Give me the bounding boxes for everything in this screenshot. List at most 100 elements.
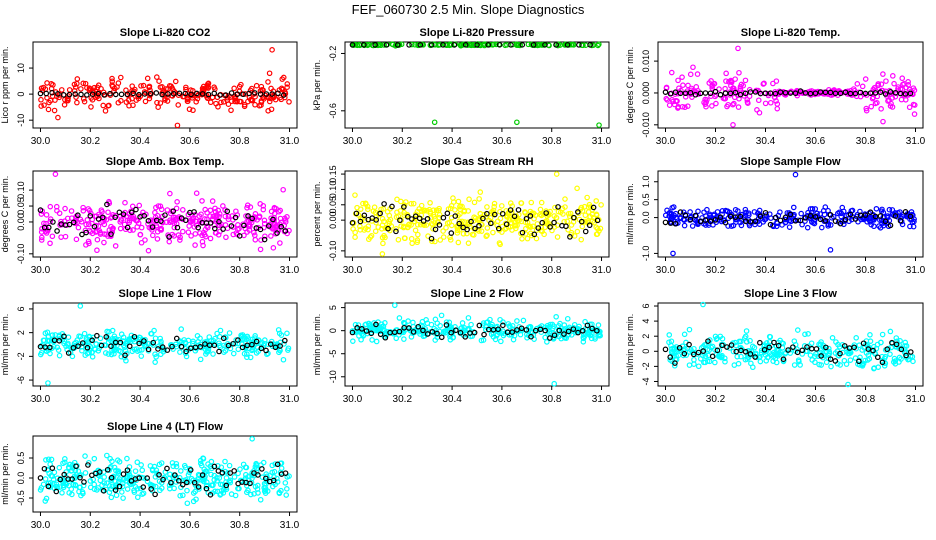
data-point-box_temp bbox=[189, 216, 196, 222]
data-point-rh bbox=[409, 240, 415, 247]
reference-point-line3 bbox=[879, 359, 886, 366]
outlier-point-pressure bbox=[514, 119, 520, 126]
reference-point-rh bbox=[484, 210, 490, 217]
data-point-sample_flow bbox=[752, 221, 758, 228]
data-point-line4 bbox=[236, 485, 242, 492]
data-point-line1 bbox=[52, 332, 59, 338]
reference-point-sample_flow bbox=[772, 214, 779, 221]
reference-point-box_temp bbox=[241, 222, 247, 229]
data-point-line4 bbox=[104, 452, 110, 459]
panel-frame-rh bbox=[344, 170, 610, 258]
reference-point-line1 bbox=[183, 348, 189, 355]
reference-point-line3 bbox=[771, 339, 777, 346]
data-point-line1 bbox=[276, 349, 282, 356]
data-point-box_temp bbox=[174, 199, 180, 205]
reference-point-line1 bbox=[56, 337, 63, 344]
reference-point-line2 bbox=[514, 327, 520, 333]
data-point-temp bbox=[685, 82, 691, 89]
y-tick-label-box_temp: 0.10 bbox=[16, 181, 26, 199]
data-point-temp bbox=[708, 78, 714, 84]
reference-point-rh bbox=[567, 234, 573, 240]
data-point-line1 bbox=[239, 341, 245, 348]
data-point-line4 bbox=[170, 463, 177, 470]
data-point-pressure bbox=[377, 42, 384, 49]
data-point-co2 bbox=[170, 87, 176, 93]
reference-point-rh bbox=[547, 224, 553, 230]
reference-point-box_temp bbox=[87, 213, 94, 219]
y-tick-label-line3: -4 bbox=[641, 377, 651, 385]
data-point-line4 bbox=[282, 480, 289, 486]
x-tick-label-line4: 30.4 bbox=[130, 520, 150, 531]
data-point-line3 bbox=[813, 351, 819, 357]
reference-point-temp bbox=[892, 89, 899, 96]
data-point-line1 bbox=[247, 354, 254, 361]
data-point-line4 bbox=[269, 462, 276, 469]
data-point-rh bbox=[370, 208, 377, 214]
reference-point-line1 bbox=[84, 344, 91, 351]
data-point-line3 bbox=[737, 344, 744, 351]
data-point-box_temp bbox=[251, 229, 257, 236]
reference-point-rh bbox=[385, 225, 391, 232]
reference-point-co2 bbox=[176, 90, 183, 97]
reference-point-box_temp bbox=[228, 223, 235, 229]
y-tick-label-rh: 0.15 bbox=[328, 165, 338, 183]
points-pressure bbox=[349, 41, 602, 128]
data-point-rh bbox=[408, 200, 414, 207]
data-point-box_temp bbox=[43, 212, 50, 218]
data-point-sample_flow bbox=[782, 219, 789, 226]
data-point-box_temp bbox=[225, 213, 232, 220]
reference-point-rh bbox=[511, 213, 518, 220]
data-point-co2 bbox=[147, 87, 153, 93]
data-point-line3 bbox=[818, 339, 824, 345]
panel-title-co2: Slope Li-820 CO2 bbox=[120, 27, 210, 39]
x-tick-label-pressure: 30.4 bbox=[442, 136, 462, 147]
data-point-line1 bbox=[55, 347, 62, 353]
reference-point-line1 bbox=[108, 343, 114, 349]
data-point-temp bbox=[713, 100, 719, 107]
reference-point-line4 bbox=[183, 479, 190, 486]
reference-point-pressure bbox=[508, 42, 514, 48]
reference-point-box_temp bbox=[120, 211, 127, 217]
data-point-line4 bbox=[60, 484, 67, 491]
data-point-rh bbox=[364, 203, 371, 210]
data-point-rh bbox=[593, 224, 599, 231]
reference-point-line2 bbox=[382, 334, 389, 341]
panel-ylabel-co2: Lico r ppm per min. bbox=[0, 46, 10, 123]
reference-point-sample_flow bbox=[902, 208, 909, 215]
data-point-co2 bbox=[142, 98, 149, 105]
data-point-box_temp bbox=[121, 221, 128, 228]
data-point-rh bbox=[553, 214, 560, 221]
data-point-box_temp bbox=[200, 242, 206, 249]
reference-point-line2 bbox=[410, 329, 417, 335]
reference-point-line3 bbox=[719, 342, 725, 349]
data-point-box_temp bbox=[244, 204, 250, 211]
reference-point-co2 bbox=[188, 91, 194, 98]
data-point-rh bbox=[543, 208, 549, 214]
data-point-rh bbox=[379, 222, 386, 228]
data-point-line1 bbox=[280, 356, 287, 363]
reference-point-line1 bbox=[47, 344, 53, 351]
data-point-box_temp bbox=[277, 207, 284, 214]
data-point-sample_flow bbox=[841, 221, 847, 228]
data-point-box_temp bbox=[268, 233, 274, 239]
data-point-co2 bbox=[44, 80, 50, 86]
data-point-line3 bbox=[860, 360, 867, 367]
data-point-box_temp bbox=[101, 221, 108, 228]
data-point-box_temp bbox=[75, 224, 82, 231]
data-point-line1 bbox=[214, 330, 220, 337]
data-point-line4 bbox=[278, 465, 285, 472]
data-point-pressure bbox=[490, 41, 497, 48]
data-point-box_temp bbox=[190, 214, 197, 221]
data-point-box_temp bbox=[282, 217, 289, 223]
data-point-box_temp bbox=[222, 213, 229, 220]
data-point-line2 bbox=[585, 331, 592, 337]
data-point-line4 bbox=[79, 489, 86, 495]
data-point-rh bbox=[436, 205, 442, 212]
data-point-co2 bbox=[74, 80, 80, 87]
data-point-rh bbox=[538, 199, 545, 206]
data-point-line4 bbox=[104, 480, 110, 486]
data-point-line4 bbox=[226, 462, 233, 469]
data-point-box_temp bbox=[273, 223, 279, 229]
reference-point-sample_flow bbox=[702, 217, 709, 223]
data-point-sample_flow bbox=[773, 223, 780, 230]
